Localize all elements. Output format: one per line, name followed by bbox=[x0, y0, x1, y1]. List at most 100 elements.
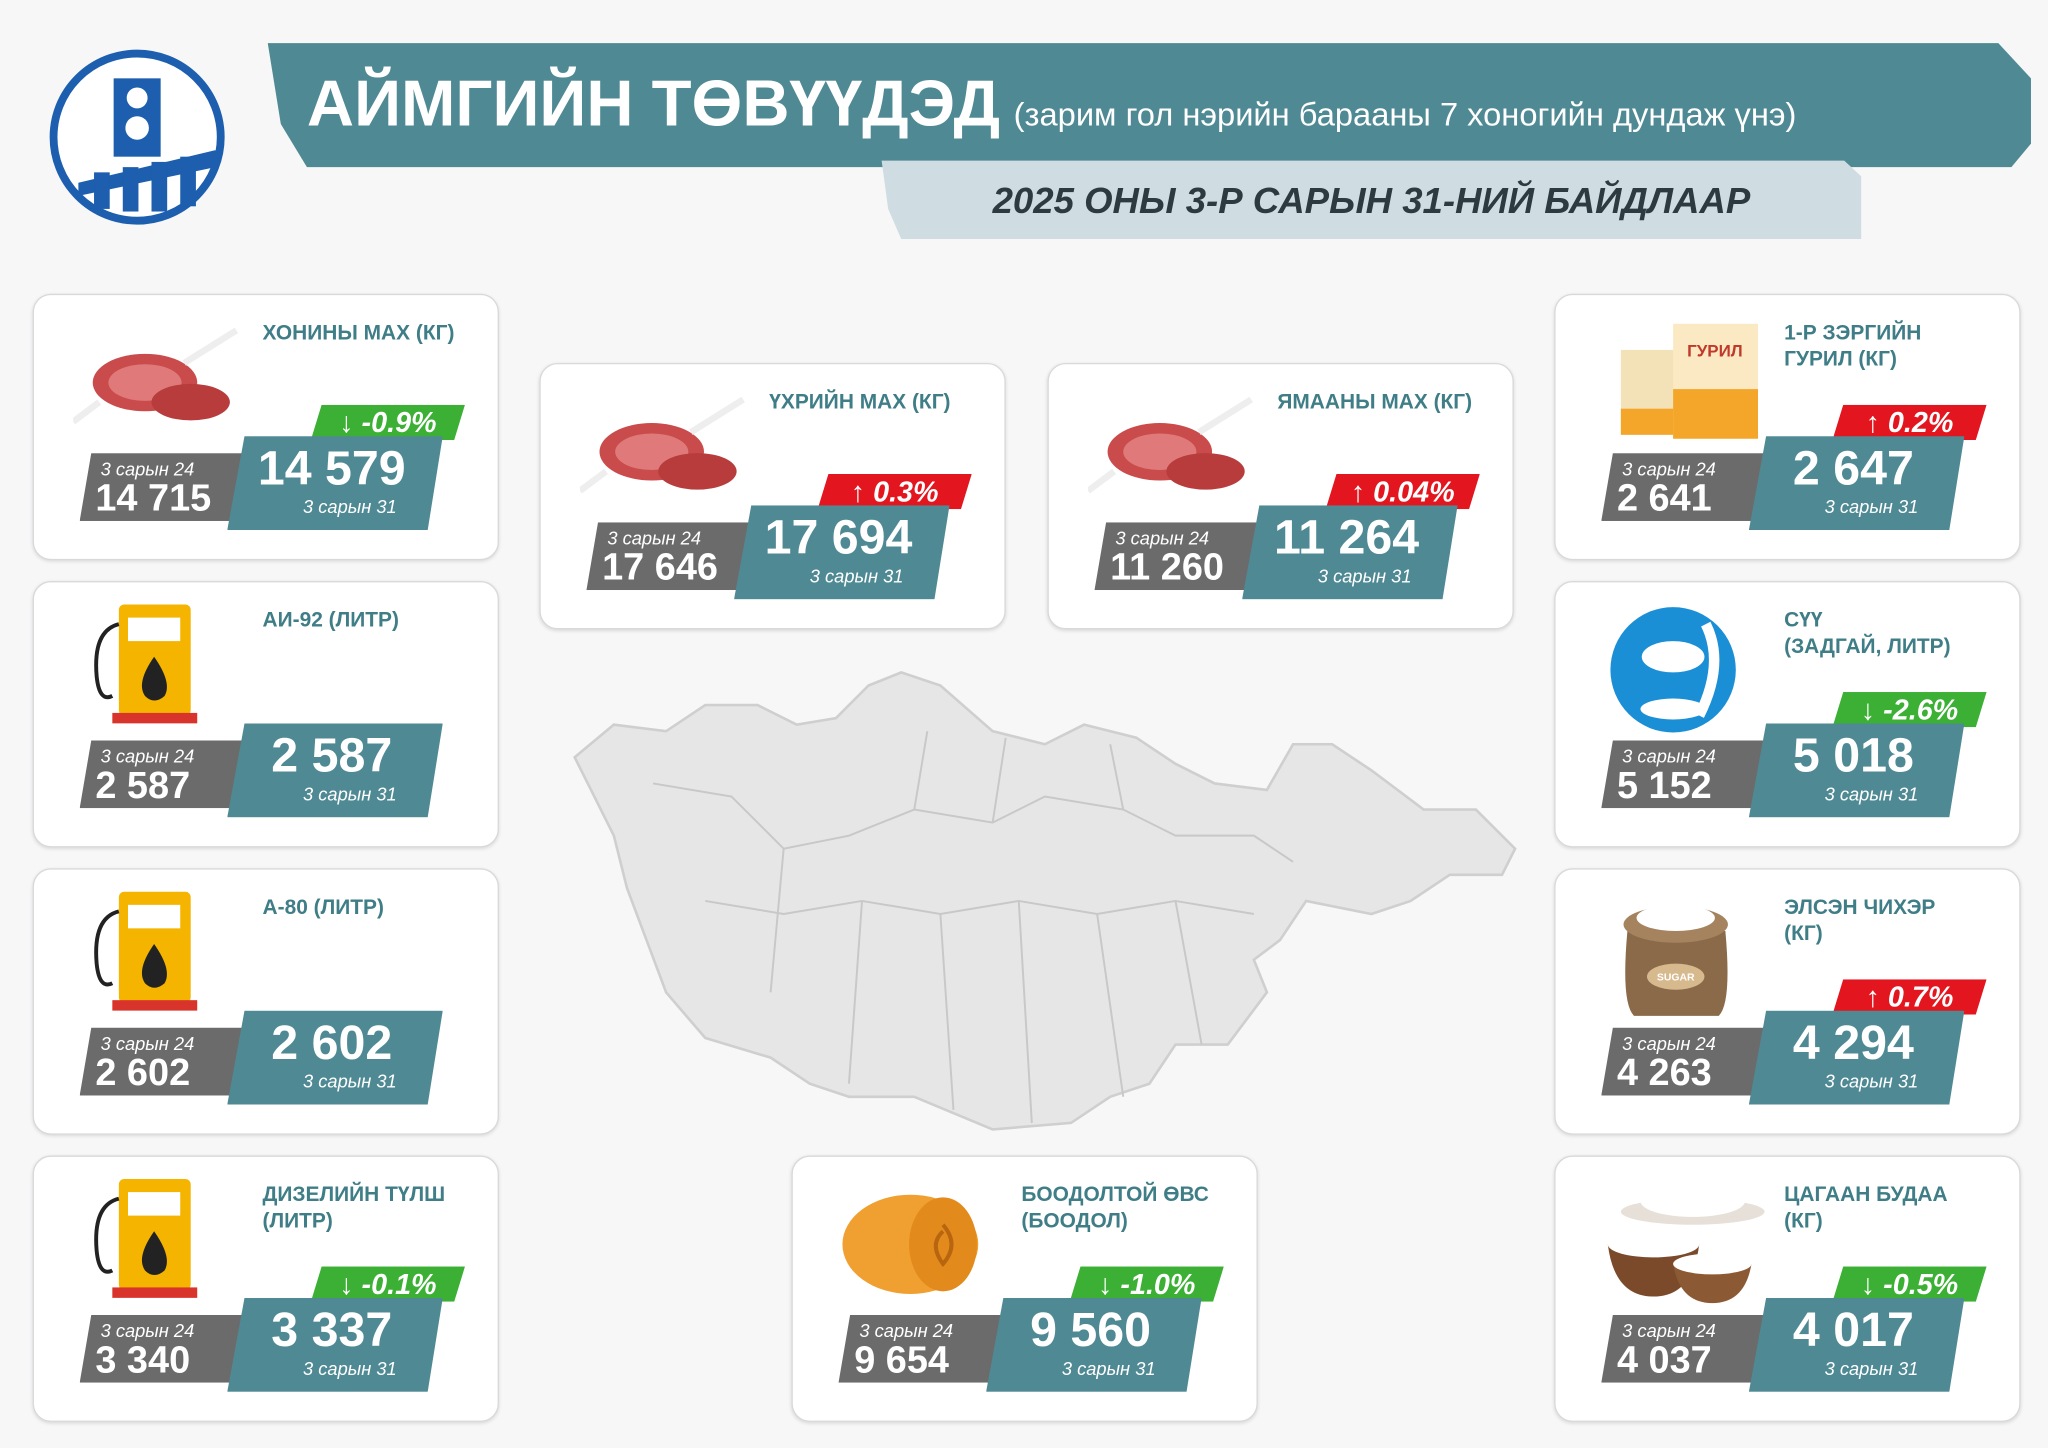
product-icon bbox=[94, 891, 198, 1011]
product-icon bbox=[842, 1194, 979, 1294]
title-line: ЭЛСЭН ЧИХЭР bbox=[1784, 897, 1936, 920]
previous-date: 3 сарын 24 bbox=[100, 1320, 195, 1341]
title-line: ЯМААНЫ МАХ (КГ) bbox=[1277, 391, 1473, 414]
logo bbox=[49, 49, 225, 225]
product-icon bbox=[94, 604, 198, 724]
change-badge: ↑ 0.7% bbox=[1832, 979, 1987, 1015]
current-price: 2 647 3 сарын 31 bbox=[1748, 436, 1965, 531]
price-card: СҮҮ (ЗАДГАЙ, ЛИТР) ↓ -2.6% 3 сарын 24 5 152 5… bbox=[1554, 581, 2021, 848]
title-line: (ЗАДГАЙ, ЛИТР) bbox=[1784, 635, 1951, 659]
current-date: 3 сарын 31 bbox=[1317, 565, 1412, 587]
previous-date: 3 сарын 24 bbox=[1622, 458, 1716, 480]
product-icon: SUGAR bbox=[1623, 904, 1728, 1016]
current-date: 3 сарын 31 bbox=[303, 783, 397, 805]
previous-value: 3 340 bbox=[95, 1339, 191, 1382]
product-title: ЭЛСЭН ЧИХЭР (КГ) bbox=[1784, 896, 1935, 948]
title-line: ХОНИНЫ МАХ (КГ) bbox=[262, 322, 455, 345]
price-card: БООДОЛТОЙ ӨВС (БООДОЛ) ↓ -1.0% 3 сарын 24 9 … bbox=[791, 1155, 1258, 1422]
previous-date: 3 сарын 24 bbox=[859, 1320, 954, 1341]
previous-date: 3 сарын 24 bbox=[607, 527, 702, 549]
current-price: 14 579 3 сарын 31 bbox=[227, 436, 443, 531]
title-line: (КГ) bbox=[1784, 923, 1823, 946]
product-title: ХОНИНЫ МАХ (КГ) bbox=[263, 321, 455, 347]
previous-value: 14 715 bbox=[95, 477, 212, 520]
current-value: 4 294 bbox=[1792, 1015, 1914, 1070]
current-value: 9 560 bbox=[1030, 1303, 1152, 1357]
title: АЙМГИЙН ТӨВҮҮДЭД bbox=[306, 66, 1001, 140]
current-price: 17 694 3 сарын 31 bbox=[734, 505, 950, 600]
price-card: ДИЗЕЛИЙН ТҮЛШ (ЛИТР) ↓ -0.1% 3 сарын 24 3 34… bbox=[32, 1155, 499, 1422]
price-card: А-80 (ЛИТР) 3 сарын 24 2 602 2 602 3 сарын 3… bbox=[32, 868, 499, 1135]
price-card: ХОНИНЫ МАХ (КГ) ↓ -0.9% 3 сарын 24 14 715 14… bbox=[32, 293, 499, 561]
product-title: ЯМААНЫ МАХ (КГ) bbox=[1277, 390, 1472, 416]
title-line: АИ-92 (ЛИТР) bbox=[262, 609, 399, 632]
product-title: А-80 (ЛИТР) bbox=[263, 896, 384, 922]
previous-value: 9 654 bbox=[854, 1339, 949, 1382]
title-line: ҮХРИЙН МАХ (КГ) bbox=[769, 391, 951, 414]
subtitle: (зарим гол нэрийн барааны 7 хоногийн дун… bbox=[1013, 96, 1797, 134]
previous-value: 2 641 bbox=[1616, 477, 1712, 520]
price-card: ҮХРИЙН МАХ (КГ) ↑ 0.3% 3 сарын 24 17 646 17 … bbox=[539, 362, 1006, 630]
icon-text: SUGAR bbox=[1657, 973, 1695, 984]
title-line: СҮҮ bbox=[1784, 609, 1823, 632]
product-title: ЦАГААН БУДАА (КГ) bbox=[1784, 1183, 1947, 1235]
price-card: АИ-92 (ЛИТР) 3 сарын 24 2 587 2 587 3 сарын … bbox=[32, 581, 499, 848]
current-price: 4 017 3 сарын 31 bbox=[1748, 1297, 1965, 1392]
product-icon bbox=[94, 1179, 198, 1298]
price-card: SUGAR ЭЛСЭН ЧИХЭР (КГ) ↑ 0.7% 3 сарын 24 4 26… bbox=[1554, 868, 2021, 1135]
change-badge: ↑ 0.3% bbox=[817, 473, 972, 510]
product-icon bbox=[73, 327, 239, 425]
product-title: БООДОЛТОЙ ӨВС (БООДОЛ) bbox=[1021, 1183, 1209, 1235]
product-icon bbox=[1087, 396, 1253, 494]
previous-value: 4 263 bbox=[1616, 1052, 1712, 1095]
previous-date: 3 сарын 24 bbox=[100, 1032, 195, 1054]
previous-date: 3 сарын 24 bbox=[100, 458, 195, 480]
change-badge: ↓ -2.6% bbox=[1832, 692, 1987, 728]
current-price: 11 264 3 сарын 31 bbox=[1242, 505, 1458, 600]
previous-date: 3 сарын 24 bbox=[1622, 745, 1716, 767]
change-badge: ↓ -1.0% bbox=[1069, 1266, 1224, 1302]
change-badge: ↑ 0.2% bbox=[1832, 404, 1987, 441]
price-card: ЯМААНЫ МАХ (КГ) ↑ 0.04% 3 сарын 24 11 260 11… bbox=[1047, 362, 1514, 630]
current-date: 3 сарын 31 bbox=[1824, 496, 1919, 518]
previous-value: 11 260 bbox=[1110, 547, 1224, 589]
current-value: 4 017 bbox=[1792, 1303, 1914, 1357]
previous-value: 4 037 bbox=[1616, 1339, 1712, 1382]
current-date: 3 сарын 31 bbox=[1824, 783, 1919, 805]
current-price: 2 602 3 сарын 31 bbox=[227, 1010, 443, 1105]
title-line: (ЛИТР) bbox=[262, 1210, 333, 1233]
product-title: СҮҮ (ЗАДГАЙ, ЛИТР) bbox=[1784, 608, 1950, 660]
change-badge: ↓ -0.5% bbox=[1832, 1266, 1987, 1302]
product-title: 1-Р ЗЭРГИЙН ГУРИЛ (КГ) bbox=[1784, 321, 1921, 373]
price-card: ЦАГААН БУДАА (КГ) ↓ -0.5% 3 сарын 24 4 037 4 … bbox=[1554, 1155, 2021, 1422]
current-value: 5 018 bbox=[1792, 728, 1914, 783]
previous-value: 2 602 bbox=[95, 1052, 191, 1095]
title-line: ГУРИЛ (КГ) bbox=[1784, 348, 1897, 371]
title-line: БООДОЛТОЙ ӨВС bbox=[1021, 1184, 1209, 1207]
product-icon bbox=[1607, 1185, 1765, 1304]
title-banner bbox=[267, 43, 2031, 168]
current-value: 2 647 bbox=[1792, 441, 1914, 495]
title-line: (КГ) bbox=[1784, 1210, 1823, 1233]
current-date: 3 сарын 31 bbox=[1061, 1357, 1156, 1379]
current-value: 2 602 bbox=[271, 1015, 393, 1070]
title-line: ДИЗЕЛИЙН ТҮЛШ bbox=[262, 1184, 446, 1207]
icon-text: ГУРИЛ bbox=[1687, 341, 1743, 360]
product-title: АИ-92 (ЛИТР) bbox=[263, 608, 399, 634]
product-title: ДИЗЕЛИЙН ТҮЛШ (ЛИТР) bbox=[263, 1183, 446, 1235]
title-line: 1-Р ЗЭРГИЙН bbox=[1784, 322, 1922, 345]
previous-date: 3 сарын 24 bbox=[1115, 527, 1210, 549]
product-title: ҮХРИЙН МАХ (КГ) bbox=[769, 390, 950, 416]
current-date: 3 сарын 31 bbox=[1824, 1070, 1919, 1092]
product-icon bbox=[579, 396, 745, 494]
previous-value: 2 587 bbox=[95, 765, 191, 807]
current-date: 3 сарын 31 bbox=[303, 1357, 397, 1379]
title-line: (БООДОЛ) bbox=[1021, 1210, 1128, 1233]
previous-value: 17 646 bbox=[602, 547, 718, 589]
previous-date: 3 сарын 24 bbox=[1622, 1032, 1716, 1054]
product-icon: ГУРИЛ bbox=[1620, 323, 1759, 439]
price-card: ГУРИЛ 1-Р ЗЭРГИЙН ГУРИЛ (КГ) ↑ 0.2% 3 сарын … bbox=[1554, 293, 2021, 561]
